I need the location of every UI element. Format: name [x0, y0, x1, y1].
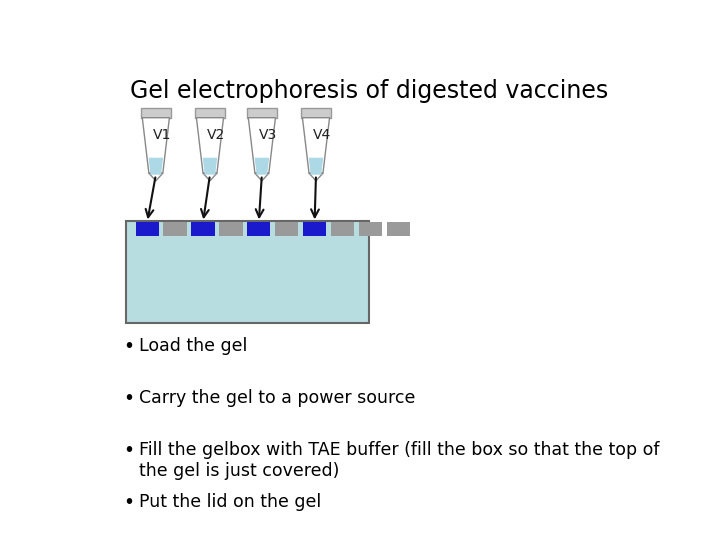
Text: Put the lid on the gel: Put the lid on the gel [139, 493, 321, 511]
Text: V2: V2 [207, 127, 225, 141]
Bar [247, 109, 276, 118]
Text: Gel electrophoresis of digested vaccines: Gel electrophoresis of digested vaccines [130, 79, 608, 103]
Text: Load the gel: Load the gel [139, 337, 248, 355]
Text: •: • [124, 441, 135, 460]
Text: V4: V4 [313, 127, 331, 141]
Polygon shape [197, 118, 223, 173]
Bar [387, 222, 410, 236]
Bar [195, 109, 225, 118]
Polygon shape [149, 173, 163, 181]
Bar [247, 222, 271, 236]
Polygon shape [203, 158, 217, 174]
Bar [135, 222, 159, 236]
Text: Fill the gelbox with TAE buffer (fill the box so that the top of
the gel is just: Fill the gelbox with TAE buffer (fill th… [139, 441, 660, 480]
Polygon shape [255, 173, 269, 181]
Bar [141, 109, 171, 118]
Polygon shape [248, 118, 276, 173]
Text: •: • [124, 493, 135, 512]
Polygon shape [309, 173, 323, 181]
Polygon shape [255, 158, 269, 174]
Polygon shape [309, 158, 323, 174]
Polygon shape [203, 173, 217, 181]
Text: V1: V1 [153, 127, 171, 141]
Bar [126, 221, 369, 322]
Bar [303, 222, 326, 236]
Bar [331, 222, 354, 236]
Text: V3: V3 [258, 127, 277, 141]
Text: •: • [124, 389, 135, 408]
Bar [359, 222, 382, 236]
Text: •: • [124, 337, 135, 356]
Polygon shape [148, 158, 163, 174]
Bar [301, 109, 330, 118]
Polygon shape [302, 118, 330, 173]
Text: Carry the gel to a power source: Carry the gel to a power source [139, 389, 415, 407]
Polygon shape [143, 118, 169, 173]
Bar [275, 222, 298, 236]
Bar [163, 222, 186, 236]
Bar [192, 222, 215, 236]
Bar [220, 222, 243, 236]
